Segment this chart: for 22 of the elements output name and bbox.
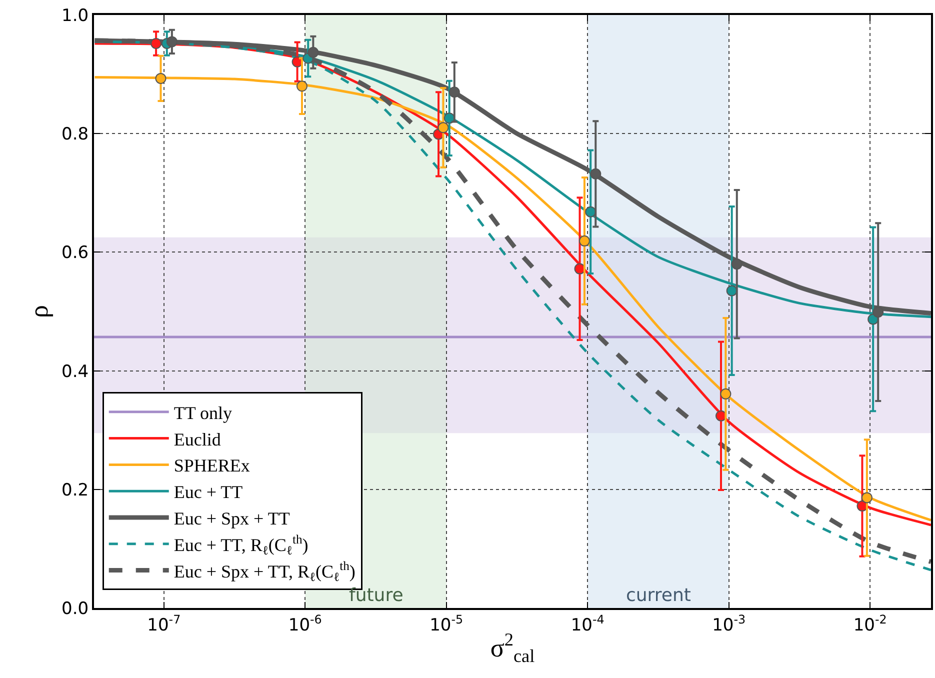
legend-label: Euclid bbox=[174, 429, 221, 450]
y-tick-label: 0.4 bbox=[62, 362, 89, 382]
legend-label: SPHEREx bbox=[174, 456, 250, 476]
x-tick-label: 10$^{-7}$ bbox=[147, 612, 181, 636]
x-tick-label: 10$^{-6}$ bbox=[288, 612, 322, 636]
legend-label: Euc + Spx + TT, R$_{ℓ}$(C$_{ℓ}$$^{th}$) bbox=[174, 558, 356, 584]
y-tick-label: 0.6 bbox=[62, 243, 89, 264]
legend-label: Euc + TT bbox=[174, 482, 243, 502]
y-tick-label: 0.2 bbox=[62, 480, 89, 500]
y-tick-label: 0.8 bbox=[62, 124, 89, 145]
legend-label: Euc + TT, R$_{ℓ}$(C$_{ℓ}$$^{th}$) bbox=[174, 532, 308, 558]
y-tick-label: 0.0 bbox=[62, 598, 89, 619]
legend-label: Euc + Spx + TT bbox=[174, 508, 290, 529]
legend-label: TT only bbox=[174, 402, 232, 423]
y-tick-label: 1.0 bbox=[62, 6, 89, 26]
band-label: current bbox=[626, 585, 691, 606]
band-label: future bbox=[349, 585, 404, 606]
x-tick-label: 10$^{-2}$ bbox=[853, 612, 887, 636]
x-tick-label: 10$^{-5}$ bbox=[430, 612, 464, 636]
x-tick-label: 10$^{-3}$ bbox=[712, 612, 746, 636]
x-tick-label: 10$^{-4}$ bbox=[570, 612, 604, 636]
y-axis-title: ρ bbox=[24, 305, 54, 318]
